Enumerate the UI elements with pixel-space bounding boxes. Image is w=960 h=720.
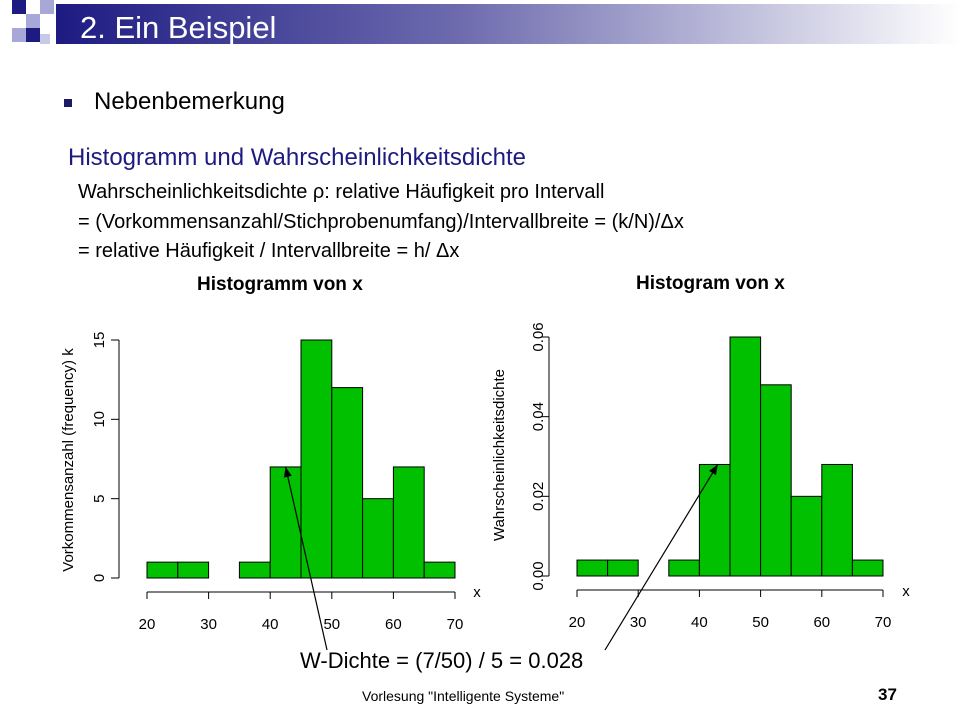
histogram-bar [362,498,394,579]
y-axis-label: Vorkommensanzahl (frequency) k [60,348,77,572]
y-tick-label: 5 [91,494,108,502]
chart-1-title: Histogramm von x [197,274,363,295]
decorative-squares-icon [12,0,54,44]
y-tick-label: 10 [91,411,108,428]
y-tick-label: 0 [91,574,108,582]
y-tick-label: 0.04 [530,402,547,431]
chart-2-title: Histogram von x [636,273,785,294]
slide-title: 2. Ein Beispiel [80,10,277,45]
body-line-2: = (Vorkommensanzahl/Stichprobenumfang)/I… [78,211,684,233]
y-tick-label: 0.02 [530,482,547,511]
histogram-bar [607,559,639,577]
histogram-bar [146,561,179,579]
x-tick-label: 20 [569,614,586,631]
x-tick-label: 30 [630,614,647,631]
histogram-bar [423,561,456,579]
histogram-bar [576,559,609,577]
body-line-1: Wahrscheinlichkeitsdichte ρ: relative Hä… [78,181,605,203]
histogram-bar [698,463,731,577]
footer-text: Vorlesung "Intelligente Systeme" [362,688,565,704]
histogram-bar [269,466,302,579]
x-tick-label: 60 [385,616,402,633]
x-tick-label: 50 [323,616,340,633]
histogram-bar [760,384,792,577]
x-tick-label: 30 [200,616,217,633]
x-tick-label: 40 [262,616,279,633]
y-tick-label: 0.06 [530,322,547,351]
y-tick-label: 0.00 [530,561,547,590]
x-tick-label: 50 [752,614,769,631]
annotation-arrow [285,466,328,651]
bullet-text: Nebenbemerkung [94,88,285,115]
histogram-bar [331,387,364,579]
histogram-bar [821,463,853,577]
subheading: Histogramm und Wahrscheinlichkeitsdichte [68,144,526,171]
histogram-bar [790,495,823,577]
histogram-bar [177,561,210,579]
histogram-bar [238,561,271,579]
histogram-bar [729,336,762,577]
x-axis-label: x [473,584,481,601]
histogram-bar [300,339,333,579]
histogram-bar [668,559,700,577]
annotation-arrowhead [709,464,718,476]
y-axis-label: Wahrscheinlichkeitsdichte [491,369,508,541]
x-tick-label: 70 [447,616,464,633]
x-axis-label: x [902,583,910,600]
body-line-3: = relative Häufigkeit / Intervallbreite … [78,240,460,262]
x-tick-label: 40 [691,614,708,631]
bullet-icon [64,99,72,107]
x-tick-label: 70 [875,614,892,631]
histogram-bar [392,466,425,579]
annotation-text: W-Dichte = (7/50) / 5 = 0.028 [300,648,584,673]
x-tick-label: 60 [813,614,830,631]
histogram-bar [851,559,884,577]
y-tick-label: 15 [91,332,108,349]
title-bar [12,0,960,44]
x-tick-label: 20 [139,616,156,633]
annotation-arrowhead [283,466,292,478]
annotation-arrow [604,464,719,651]
page-number: 37 [878,685,897,704]
